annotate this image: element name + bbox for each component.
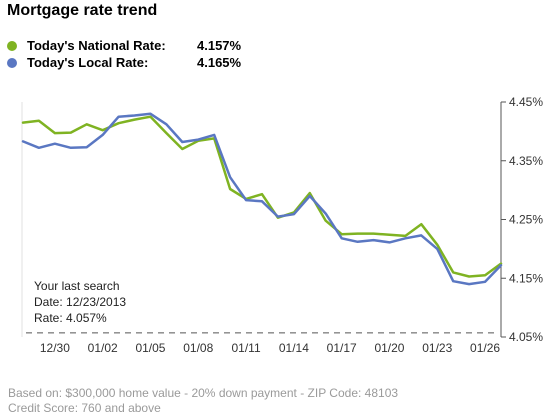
footer-credit-score: Credit Score: 760 and above [8,401,161,415]
last-search-rate: Rate: 4.057% [34,311,107,325]
x-tick-label: 01/11 [231,341,260,353]
x-tick-label: 01/14 [279,341,309,353]
x-tick-label: 01/08 [183,341,213,353]
last-search-date: Date: 12/23/2013 [34,295,126,309]
y-tick-label: 4.15% [509,271,543,285]
x-tick-label: 01/20 [374,341,404,353]
y-tick-label: 4.35% [509,154,543,168]
legend-national-marker [7,41,17,51]
y-tick-label: 4.05% [509,330,543,344]
x-tick-label: 01/17 [327,341,357,353]
chart-title: Mortgage rate trend [7,2,158,19]
last-search-annotation: Your last search Date: 12/23/2013 Rate: … [34,279,126,325]
x-tick-label: 01/26 [470,341,500,353]
series-lines [21,112,503,286]
last-search-heading: Your last search [34,279,120,293]
x-tick-label: 12/30 [40,341,70,353]
footer: Based on: $300,000 home value - 20% down… [8,386,398,416]
footer-basis: Based on: $300,000 home value - 20% down… [8,386,399,400]
y-axis: 4.05% 4.15% 4.25% 4.35% 4.45% [501,95,543,344]
x-tick-label: 01/23 [422,341,452,353]
x-tick-label: 01/02 [88,341,118,353]
legend-national-label: Today's National Rate: [27,38,166,53]
x-tick-label: 01/05 [135,341,165,353]
series-line-national [21,115,503,278]
legend-national-value: 4.157% [197,38,242,53]
x-axis: 12/30 01/02 01/05 01/08 01/11 01/14 01/17 01/20… [40,341,501,353]
rate-trend-chart: 4.05% 4.15% 4.25% 4.35% 4.45% 12/30 01/02 01/0… [21,95,543,353]
legend-local-marker [7,58,17,68]
series-line-local [21,112,503,286]
y-tick-label: 4.45% [509,95,543,109]
legend-local-label: Today's Local Rate: [27,55,149,70]
legend-local-value: 4.165% [197,55,242,70]
y-tick-label: 4.25% [509,213,543,227]
